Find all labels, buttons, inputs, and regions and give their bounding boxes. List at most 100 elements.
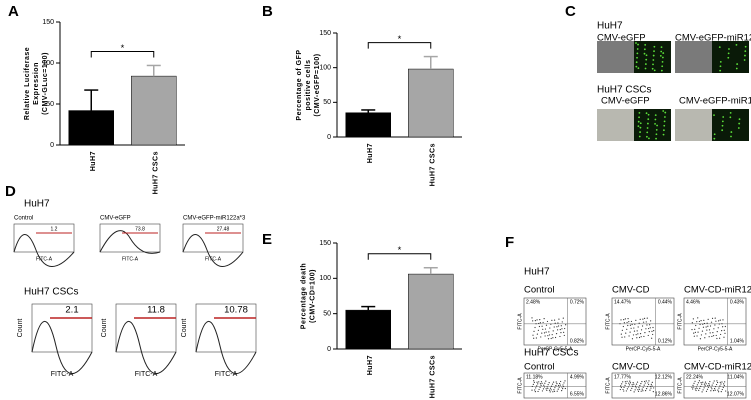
event-dot xyxy=(698,380,701,382)
event-dot xyxy=(557,322,559,324)
event-dot xyxy=(535,323,537,325)
cell-dot xyxy=(744,50,747,53)
event-dot xyxy=(563,382,565,384)
event-dot xyxy=(699,323,701,326)
event-dot xyxy=(642,321,645,323)
event-dot xyxy=(538,381,540,383)
event-dot xyxy=(694,388,696,390)
cell-dot xyxy=(727,56,730,59)
event-dot xyxy=(550,323,552,325)
event-dot xyxy=(555,385,557,387)
histogram xyxy=(13,234,75,267)
event-dot xyxy=(544,382,546,384)
event-dot xyxy=(701,383,703,385)
histogram xyxy=(115,321,177,374)
event-dot xyxy=(705,333,707,335)
event-dot xyxy=(549,391,551,393)
event-dot xyxy=(696,387,698,390)
cell-dot xyxy=(660,50,663,53)
cell-dot xyxy=(718,46,721,48)
gate-value: 11.8 xyxy=(147,305,165,316)
event-dot xyxy=(694,328,696,330)
event-dot xyxy=(534,389,536,391)
cell-dot xyxy=(645,135,648,138)
fluorescence-image xyxy=(712,41,749,73)
event-dot xyxy=(706,322,708,324)
cell-dot xyxy=(728,48,730,50)
event-dot xyxy=(539,383,542,385)
event-dot xyxy=(562,388,564,390)
event-dot xyxy=(561,386,563,388)
group-title: HuH7 xyxy=(597,21,623,32)
event-dot xyxy=(636,330,638,332)
event-dot xyxy=(647,382,649,384)
event-dot xyxy=(621,329,623,331)
axis-label: PerCP-Cy5-5-A xyxy=(626,346,661,352)
event-dot xyxy=(559,384,561,386)
event-dot xyxy=(723,329,725,331)
event-dot xyxy=(552,337,554,339)
event-dot xyxy=(550,385,553,387)
event-dot xyxy=(556,329,559,331)
x-tick-label: HuH7 xyxy=(367,355,374,375)
event-dot xyxy=(628,335,630,337)
event-dot xyxy=(536,333,538,335)
fluorescence-image xyxy=(634,109,671,141)
event-dot xyxy=(536,381,538,383)
event-dot xyxy=(554,387,556,389)
cell-dot xyxy=(639,122,642,125)
event-dot xyxy=(699,338,702,340)
condition-label: Control xyxy=(14,216,33,222)
event-dot xyxy=(718,387,720,389)
cell-dot xyxy=(737,127,740,129)
event-dot xyxy=(557,384,560,387)
cell-dot xyxy=(635,42,637,44)
cell-dot xyxy=(644,43,647,46)
event-dot xyxy=(645,380,647,382)
brightfield-image xyxy=(597,41,634,73)
event-dot xyxy=(711,335,713,338)
event-dot xyxy=(646,324,648,326)
cell-dot xyxy=(644,67,647,70)
quadrant-value: 4.46% xyxy=(686,299,701,305)
event-dot xyxy=(535,337,537,339)
cell-dot xyxy=(639,126,642,129)
cell-dot xyxy=(645,54,648,57)
cell-dot xyxy=(661,65,664,68)
event-dot xyxy=(551,383,554,385)
group-title: HuH7 CSCs xyxy=(597,85,651,96)
gate-value: 2.1 xyxy=(65,305,78,316)
event-dot xyxy=(707,386,710,388)
event-dot xyxy=(537,383,539,385)
panel-letter: D xyxy=(5,183,16,200)
event-dot xyxy=(534,326,536,329)
gate-value: 27.48 xyxy=(217,226,230,232)
event-dot xyxy=(639,333,642,335)
x-tick-label: HuH7 CSCs xyxy=(430,143,437,186)
event-dot xyxy=(704,381,707,383)
cell-dot xyxy=(719,60,722,63)
event-dot xyxy=(716,331,718,333)
event-dot xyxy=(545,380,547,382)
cell-dot xyxy=(639,131,641,133)
event-dot xyxy=(548,331,550,333)
event-dot xyxy=(531,389,533,391)
event-dot xyxy=(643,317,646,319)
cell-dot xyxy=(664,111,667,114)
event-dot xyxy=(639,385,641,387)
event-dot xyxy=(637,390,640,392)
event-dot xyxy=(541,382,543,384)
cell-dot xyxy=(719,69,722,72)
event-dot xyxy=(700,320,702,322)
event-dot xyxy=(641,388,643,390)
event-dot xyxy=(537,329,539,331)
significance-bracket xyxy=(367,253,432,260)
event-dot xyxy=(721,388,723,391)
event-dot xyxy=(716,381,719,384)
x-tick-label: HuH7 CSCs xyxy=(430,355,437,398)
event-dot xyxy=(540,336,542,338)
event-dot xyxy=(696,384,698,386)
event-dot xyxy=(547,384,549,386)
event-dot xyxy=(624,381,626,383)
event-dot xyxy=(715,334,717,337)
